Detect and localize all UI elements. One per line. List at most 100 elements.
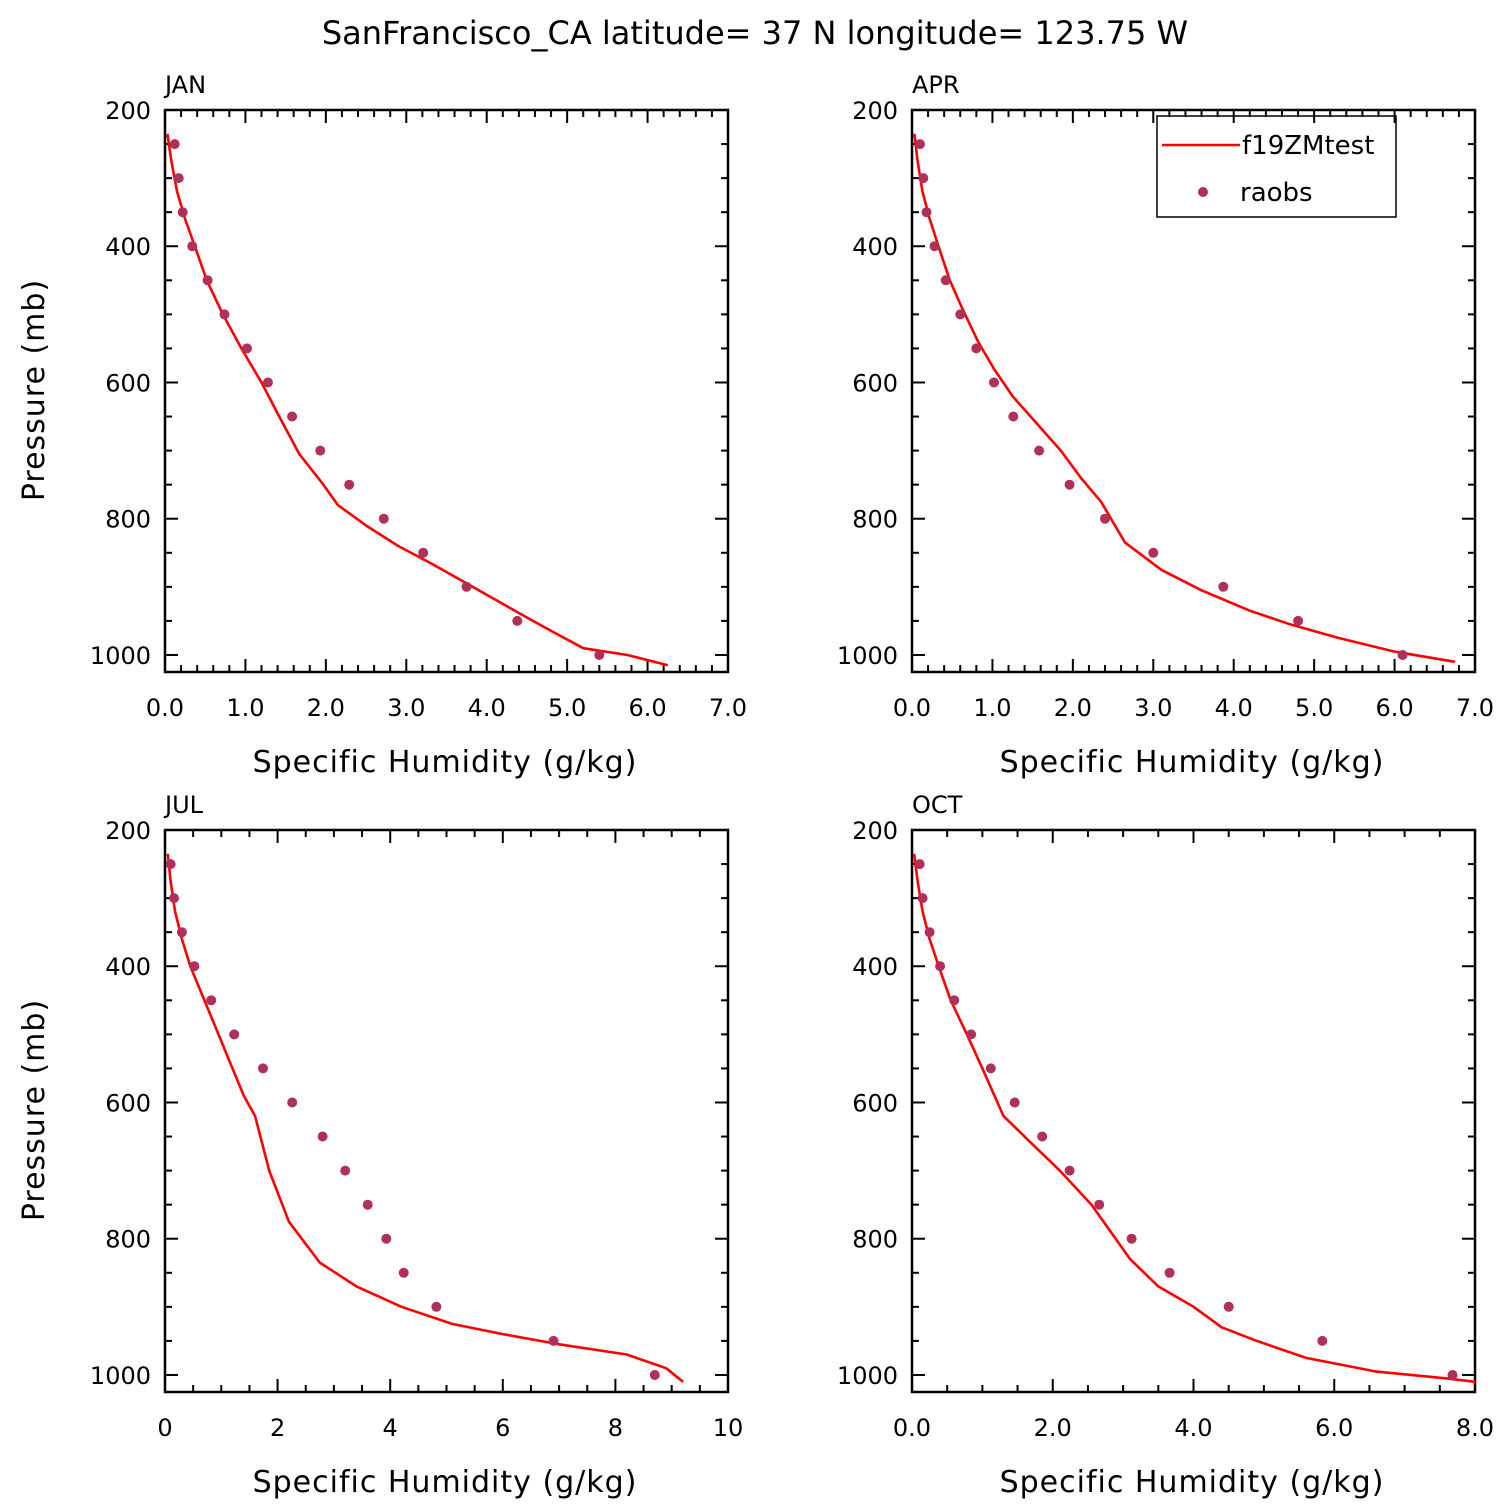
x-tick-label: 7.0	[1456, 694, 1494, 722]
series-line-f19ZMtest	[166, 133, 669, 667]
panel-label: APR	[912, 71, 960, 99]
obs-point	[431, 1301, 442, 1312]
x-axis-label: Specific Humidity (g/kg)	[253, 1465, 638, 1500]
legend-label-model: f19ZMtest	[1242, 131, 1374, 161]
obs-point	[921, 207, 932, 218]
obs-point	[461, 581, 472, 592]
obs-point	[1126, 1233, 1137, 1244]
obs-point	[378, 513, 389, 524]
panel-jan: JAN Specific Humidity (g/kg) Pressure (m…	[17, 71, 747, 780]
obs-point	[940, 275, 951, 286]
panel-oct: OCT Specific Humidity (g/kg) 0.0 2.0 4.0 6.…	[837, 791, 1494, 1500]
obs-point	[1218, 581, 1229, 592]
obs-point	[917, 893, 928, 904]
panel-label: JAN	[163, 71, 206, 99]
x-tick-label: 0.0	[893, 694, 931, 722]
x-tick-label: 5.0	[548, 694, 586, 722]
y-tick-label: 1000	[837, 1362, 898, 1390]
obs-point	[918, 173, 929, 184]
obs-point	[1034, 445, 1045, 456]
y-tick-label: 200	[852, 97, 898, 125]
x-tick-label: 2.0	[307, 694, 345, 722]
obs-point	[1064, 1165, 1075, 1176]
plot-frame	[163, 828, 730, 1394]
obs-point	[915, 139, 925, 150]
x-axis-label: Specific Humidity (g/kg)	[1000, 745, 1385, 780]
y-tick-label: 800	[852, 506, 898, 534]
x-tick-label: 2.0	[1034, 1414, 1072, 1442]
y-tick-label: 600	[105, 1089, 151, 1117]
obs-point	[1009, 1097, 1020, 1108]
obs-point	[955, 309, 966, 320]
y-axis-label: Pressure (mb)	[17, 999, 52, 1221]
obs-point	[202, 275, 213, 286]
legend-box	[1156, 115, 1397, 218]
obs-point	[1100, 513, 1110, 524]
panel-jul: JUL Specific Humidity (g/kg) Pressure (m…	[17, 791, 743, 1500]
x-tick-label: 8	[608, 1414, 623, 1442]
obs-point	[219, 309, 230, 320]
x-tick-label: 2.0	[1054, 694, 1092, 722]
obs-point	[1447, 1370, 1458, 1380]
obs-point	[169, 139, 180, 150]
obs-point	[165, 859, 176, 870]
obs-point	[1037, 1131, 1048, 1142]
obs-point	[1223, 1301, 1234, 1312]
y-tick-label: 400	[852, 233, 898, 261]
x-tick-label: 4.0	[1215, 694, 1253, 722]
x-tick-label: 6.0	[1315, 1414, 1353, 1442]
y-tick-label: 800	[105, 1226, 151, 1254]
panel-apr: APR Specific Humidity (g/kg) f19ZMtest r…	[837, 71, 1494, 780]
x-tick-label: 10	[713, 1414, 744, 1442]
obs-point	[1064, 479, 1075, 490]
obs-point	[315, 445, 326, 456]
x-tick-label: 6.0	[1375, 694, 1413, 722]
x-tick-label: 0.0	[146, 694, 184, 722]
x-tick-label: 6	[495, 1414, 510, 1442]
y-tick-label: 200	[852, 817, 898, 845]
x-tick-label: 3.0	[1134, 694, 1172, 722]
y-tick-label: 800	[852, 1226, 898, 1254]
obs-point	[935, 961, 946, 972]
y-tick-label: 400	[105, 233, 151, 261]
y-tick-label: 600	[852, 1089, 898, 1117]
y-tick-label: 800	[105, 506, 151, 534]
obs-point	[929, 241, 940, 252]
obs-point	[1397, 650, 1408, 660]
legend-label-obs: raobs	[1240, 178, 1313, 208]
obs-point	[1094, 1199, 1105, 1210]
obs-point	[971, 343, 982, 354]
obs-point	[340, 1165, 351, 1176]
plot-frame	[910, 108, 1477, 674]
x-tick-label: 1.0	[973, 694, 1011, 722]
series-line-f19ZMtest	[166, 853, 684, 1383]
x-tick-label: 4.0	[468, 694, 506, 722]
y-axis-label: Pressure (mb)	[17, 279, 52, 501]
legend-marker-swatch	[1198, 187, 1208, 197]
obs-point	[1293, 615, 1304, 626]
x-tick-label: 4	[383, 1414, 398, 1442]
obs-point	[1164, 1267, 1175, 1278]
x-tick-label: 6.0	[628, 694, 666, 722]
obs-point	[169, 893, 179, 904]
obs-point	[1008, 411, 1019, 422]
obs-point	[177, 207, 188, 218]
obs-point	[317, 1131, 328, 1142]
obs-point	[418, 547, 429, 558]
obs-point	[242, 343, 252, 354]
y-tick-label: 400	[852, 953, 898, 981]
obs-point	[173, 173, 184, 184]
series-line-f19ZMtest	[913, 133, 1456, 664]
y-tick-label: 600	[105, 369, 151, 397]
obs-point	[1317, 1335, 1328, 1346]
y-tick-label: 400	[105, 953, 151, 981]
y-tick-label: 1000	[90, 642, 151, 670]
panel-label: JUL	[163, 791, 204, 819]
x-tick-label: 3.0	[387, 694, 425, 722]
x-tick-label: 2	[270, 1414, 285, 1442]
obs-point	[229, 1029, 240, 1040]
x-tick-label: 0.0	[893, 1414, 931, 1442]
obs-point	[187, 241, 198, 252]
series-line-f19ZMtest	[912, 853, 1476, 1384]
